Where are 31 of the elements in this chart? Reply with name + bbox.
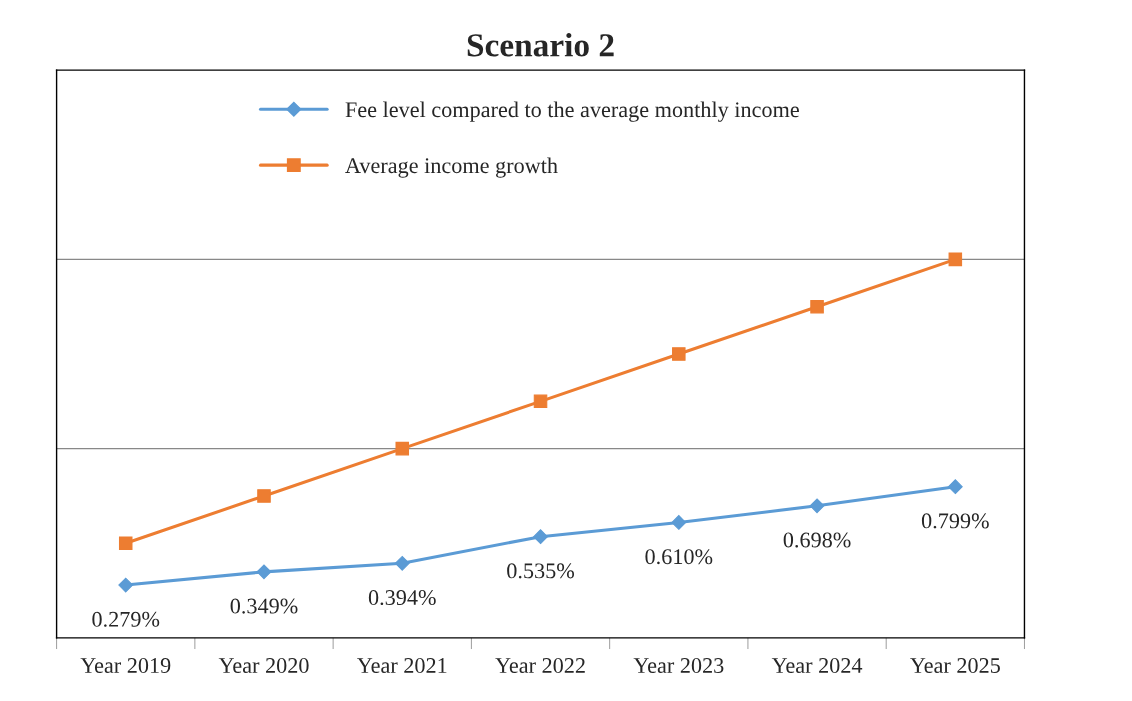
point <box>810 299 824 314</box>
point <box>671 515 687 530</box>
data-label: 0.394% <box>368 590 436 606</box>
data-label: 0.349% <box>230 598 298 614</box>
data-label: 0.535% <box>507 563 575 579</box>
point <box>118 536 133 551</box>
point <box>947 479 963 495</box>
x-tick-label: Year 2025 <box>910 658 1000 673</box>
legend-label: Fee level compared to the average monthly income <box>345 101 799 122</box>
point <box>533 394 548 409</box>
data-label: 0.279% <box>92 611 160 627</box>
chart-title: Scenario 2 <box>467 33 614 57</box>
point <box>256 564 272 580</box>
point <box>257 489 271 503</box>
point <box>395 441 410 456</box>
data-label: 0.610% <box>645 549 713 565</box>
x-tick-label: Year 2024 <box>771 658 863 673</box>
legend-label: Average income growth <box>345 157 558 178</box>
point <box>948 252 963 267</box>
x-tick-label: Year 2023 <box>633 658 724 673</box>
point <box>672 347 686 361</box>
point <box>809 498 825 514</box>
x-tick-label: Year 2022 <box>495 658 585 673</box>
point <box>394 555 410 571</box>
x-tick-label: Year 2019 <box>80 658 171 673</box>
x-tick-label: Year 2020 <box>218 658 309 673</box>
data-label: 0.698% <box>783 532 851 548</box>
data-label: 0.799% <box>921 513 989 529</box>
x-tick-label: Year 2021 <box>357 658 447 673</box>
point <box>533 529 548 545</box>
point <box>118 577 134 593</box>
